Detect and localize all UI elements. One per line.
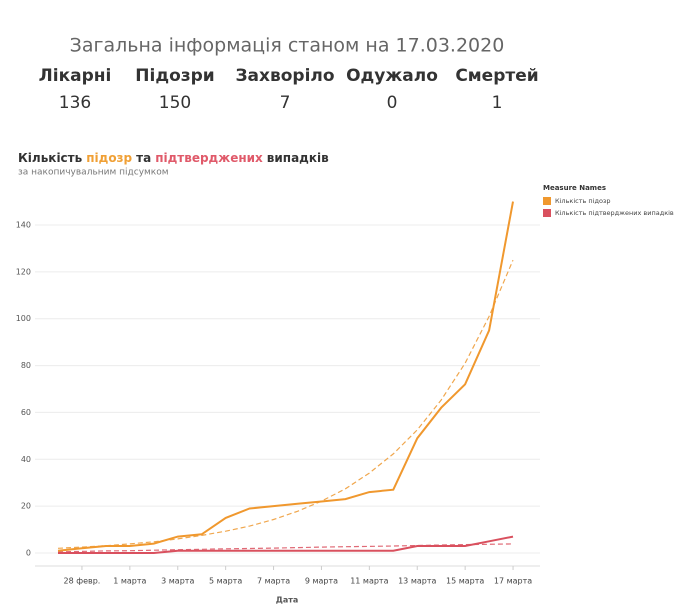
kpi-value: 0 [387, 93, 398, 113]
y-tick-label: 40 [21, 455, 31, 464]
x-tick-label: 1 марта [113, 577, 146, 586]
kpi-label: Лікарні [39, 66, 112, 86]
y-tick-label: 120 [16, 267, 31, 276]
title-part: підтверджених [155, 151, 263, 165]
title-part: випадків [267, 151, 329, 165]
trend-line [57, 259, 514, 549]
title-part: та [136, 151, 151, 165]
x-tick-label: 7 марта [257, 577, 290, 586]
y-tick-label: 60 [21, 408, 31, 417]
legend-label: Кількість підозр [555, 197, 611, 205]
x-tick-label: 28 февр. [64, 577, 101, 586]
chart-title: Кількість підозр та підтверджених випадків [18, 151, 329, 165]
x-axis-label: Дата [276, 596, 299, 605]
kpi-value: 136 [59, 93, 91, 113]
y-tick-label: 20 [21, 502, 31, 511]
title-part: підозр [86, 151, 132, 165]
series-line [57, 201, 514, 552]
title-part: Кількість [18, 151, 83, 165]
y-tick-label: 140 [16, 221, 31, 230]
x-tick-label: 5 марта [209, 577, 242, 586]
kpi-value: 7 [280, 93, 291, 113]
chart-subtitle: за накопичувальним підсумком [18, 168, 169, 178]
legend-swatch [543, 209, 551, 217]
x-tick-label: 3 марта [161, 577, 194, 586]
kpi-label: Одужало [346, 66, 438, 86]
x-tick-label: 17 марта [494, 577, 532, 586]
dashboard-title: Загальна інформація станом на 17.03.2020 [70, 35, 505, 57]
kpi-label: Смертей [455, 66, 538, 86]
kpi-value: 150 [159, 93, 191, 113]
kpi-label: Захворіло [235, 66, 334, 86]
legend-swatch [543, 197, 551, 205]
series-line [58, 535, 514, 554]
kpi-value: 1 [492, 93, 503, 113]
y-tick-label: 100 [16, 314, 31, 323]
x-tick-label: 13 марта [398, 577, 436, 586]
x-tick-label: 9 марта [305, 577, 338, 586]
kpi-label: Підозри [135, 66, 214, 86]
legend-title: Measure Names [543, 184, 606, 192]
x-tick-label: 15 марта [446, 577, 484, 586]
x-tick-label: 11 марта [350, 577, 388, 586]
y-tick-label: 80 [21, 361, 31, 370]
legend-label: Кількість підтверджених випадків [555, 209, 674, 217]
y-tick-label: 0 [26, 549, 31, 558]
